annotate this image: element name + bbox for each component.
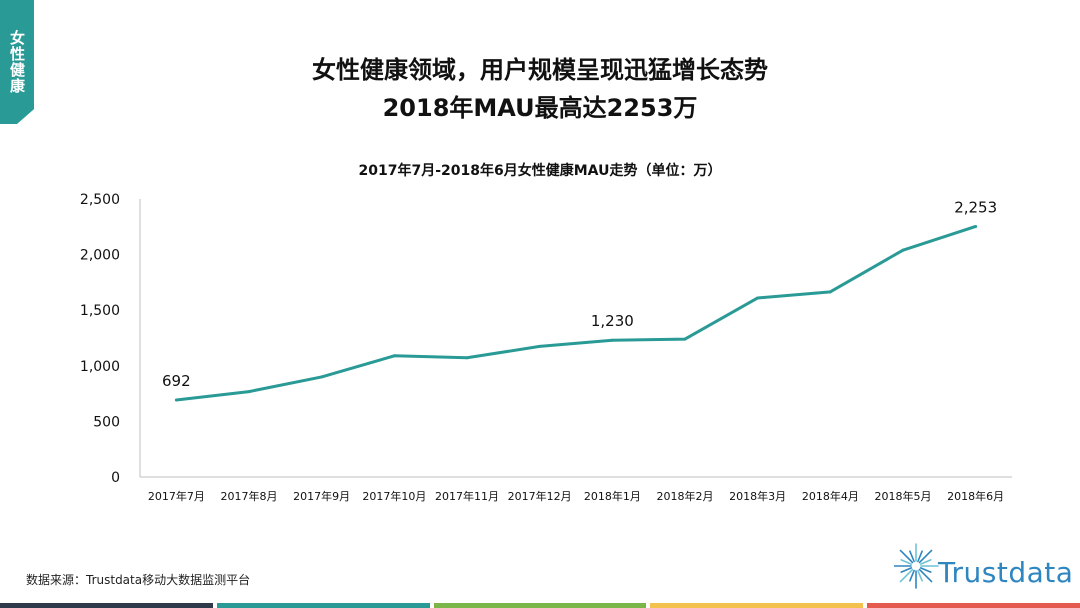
footer-bar-segment (433, 603, 647, 608)
data-point (320, 375, 324, 379)
y-tick-label: 2,500 (80, 192, 120, 208)
y-tick-label: 1,500 (80, 303, 120, 319)
data-point (174, 398, 178, 402)
footer-bar-segment (867, 603, 1080, 608)
x-tick-label: 2018年4月 (802, 489, 859, 503)
y-tick-label: 1,000 (80, 359, 120, 375)
footer-bar-segment (0, 603, 213, 608)
data-point (247, 390, 251, 394)
data-label: 2,253 (954, 198, 997, 216)
page-title: 女性健康领域，用户规模呈现迅猛增长态势 (312, 56, 768, 84)
x-tick-label: 2018年3月 (729, 489, 786, 503)
page-subtitle: 2018年MAU最高达2253万 (382, 94, 698, 122)
series-line (176, 225, 977, 402)
data-point (610, 338, 614, 342)
y-tick-label: 2,000 (80, 248, 120, 264)
footer-color-bar (0, 603, 1080, 608)
x-tick-label: 2018年2月 (657, 489, 714, 503)
x-tick-label: 2018年6月 (947, 489, 1004, 503)
x-tick-label: 2017年7月 (148, 489, 205, 503)
side-tab (0, 0, 34, 124)
x-tick-label: 2017年8月 (221, 489, 278, 503)
y-tick-label: 0 (111, 470, 120, 486)
x-tick-label: 2018年1月 (584, 489, 641, 503)
x-tick-label: 2017年10月 (362, 489, 426, 503)
y-tick-label: 500 (93, 414, 120, 430)
trustdata-logo-text: Trustdata (938, 556, 1074, 589)
data-point (465, 356, 469, 360)
data-source: 数据来源：Trustdata移动大数据监测平台 (26, 573, 251, 587)
side-tab-label: 女性健康 (8, 30, 26, 94)
trustdata-logo-icon (894, 543, 939, 589)
x-tick-label: 2017年11月 (435, 489, 499, 503)
x-tick-label: 2017年12月 (508, 489, 572, 503)
data-point (974, 224, 978, 228)
data-point (538, 344, 542, 348)
data-point (901, 248, 905, 252)
data-point (392, 354, 396, 358)
x-tick-label: 2017年9月 (293, 489, 350, 503)
data-point (828, 290, 832, 294)
footer-bar-segment (216, 603, 430, 608)
data-label: 692 (162, 372, 191, 390)
data-point (683, 337, 687, 341)
footer-bar-segment (650, 603, 864, 608)
chart-title: 2017年7月-2018年6月女性健康MAU走势（单位：万） (358, 163, 722, 179)
mau-line-chart: 0 500 1,000 1,500 2,000 2,500 2017年7月 2017年8月 20… (80, 192, 1012, 503)
data-label: 1,230 (591, 312, 634, 330)
x-tick-label: 2018年5月 (875, 489, 932, 503)
data-point (756, 296, 760, 300)
